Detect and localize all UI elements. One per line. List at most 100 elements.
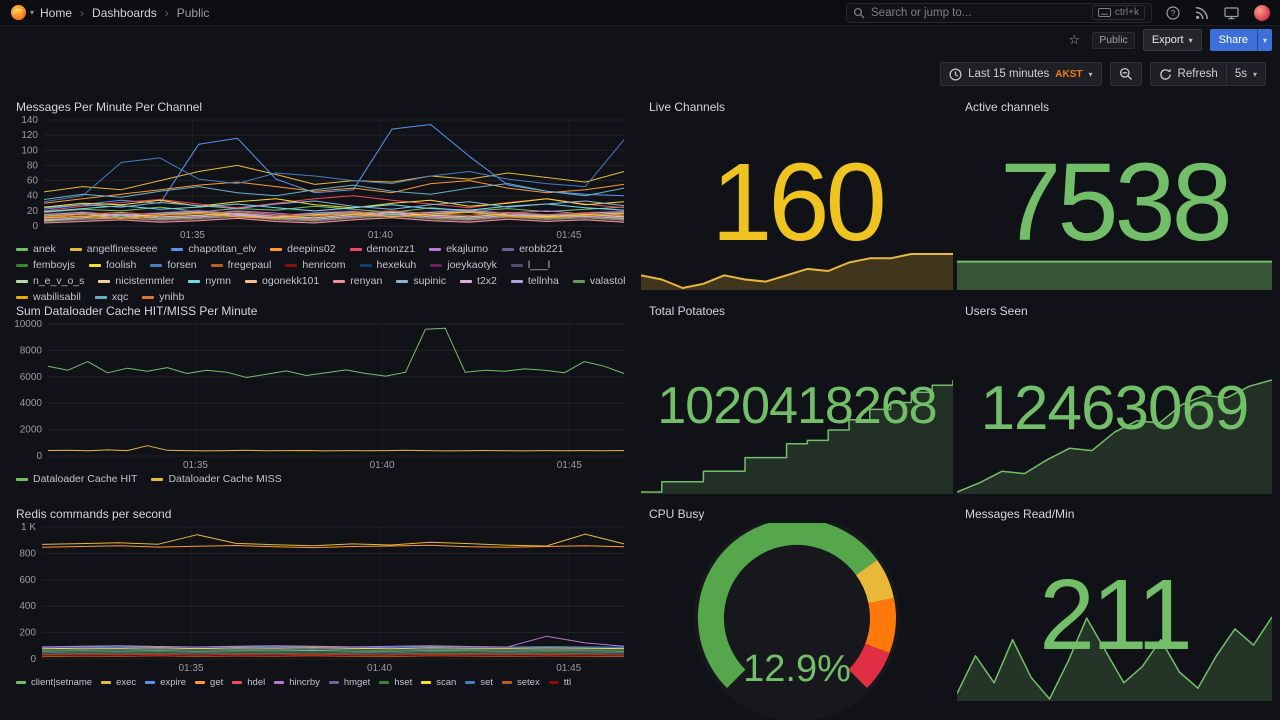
legend-item[interactable]: foolish [89, 260, 136, 271]
display-icon[interactable] [1224, 6, 1239, 20]
line-chart[interactable]: 0 20 40 60 80 100 120 140 01:35 01:40 01:45 [12, 116, 628, 240]
refresh-interval-dropdown[interactable]: 5s ▾ [1225, 62, 1266, 86]
top-navbar: ▾ Home › Dashboards › Public Search or j… [0, 0, 1280, 26]
panel-total-potatoes: Total Potatoes 1020418268 [641, 300, 953, 500]
legend-item[interactable]: get [195, 677, 223, 688]
legend-item[interactable]: femboyjs [16, 260, 75, 271]
share-button[interactable]: Share [1209, 29, 1257, 51]
svg-text:0: 0 [30, 654, 36, 665]
time-range-picker[interactable]: Last 15 minutes AKST ▾ [940, 62, 1102, 86]
legend-item[interactable]: Dataloader Cache MISS [151, 474, 282, 485]
legend-item[interactable]: xqc [94, 292, 128, 303]
legend-item[interactable]: Dataloader Cache HIT [16, 474, 137, 485]
svg-text:01:45: 01:45 [556, 230, 581, 240]
svg-text:10000: 10000 [14, 320, 42, 330]
legend-item[interactable]: nymn [188, 276, 231, 287]
sparkline [641, 380, 953, 494]
breadcrumb-home[interactable]: Home [40, 5, 73, 20]
dashboard-tag[interactable]: Public [1092, 31, 1135, 49]
line-chart[interactable]: 0 2000 4000 6000 8000 10000 01:35 01:40 01:45 [12, 320, 628, 470]
svg-text:200: 200 [19, 628, 36, 639]
line-chart[interactable]: 0 200 400 600 800 1 K 01:35 01:40 01:45 [12, 523, 628, 673]
star-icon[interactable]: ☆ [1068, 32, 1081, 47]
legend-item[interactable]: exec [101, 677, 136, 688]
breadcrumb: Home › Dashboards › Public [40, 6, 209, 20]
breadcrumb-separator: › [164, 5, 169, 20]
sparkline [641, 253, 953, 290]
help-icon[interactable]: ? [1166, 5, 1180, 20]
legend-item[interactable]: wabilisabil [16, 292, 81, 303]
panel-title[interactable]: Users Seen [965, 304, 1028, 318]
legend-item[interactable]: nicistemmler [98, 276, 174, 287]
stat-value: 160 [711, 141, 887, 264]
svg-text:01:40: 01:40 [367, 663, 392, 673]
legend-item[interactable]: ekajlumo [429, 244, 488, 255]
panel-title[interactable]: Total Potatoes [649, 304, 726, 318]
legend-item[interactable]: hdel [232, 677, 265, 688]
legend-item[interactable]: forsen [150, 260, 197, 271]
legend-item[interactable]: supinic [396, 276, 446, 287]
legend-item[interactable]: fregepaul [210, 260, 271, 271]
legend-item[interactable]: t2x2 [460, 276, 497, 287]
legend-item[interactable]: anek [16, 244, 56, 255]
nav-menu-caret-icon[interactable]: ▾ [30, 8, 35, 17]
svg-text:1 K: 1 K [21, 523, 36, 533]
legend-item[interactable]: n_e_v_o_s [16, 276, 84, 287]
legend-item[interactable]: tellnha [510, 276, 559, 287]
svg-text:140: 140 [21, 116, 38, 126]
sparkline [957, 616, 1272, 701]
svg-text:800: 800 [19, 548, 36, 559]
legend-item[interactable]: valastol [572, 276, 625, 287]
legend-item[interactable]: demonzz1 [349, 244, 415, 255]
legend-item[interactable]: hmget [328, 677, 370, 688]
svg-text:4000: 4000 [20, 398, 43, 409]
legend-item[interactable]: henricom [285, 260, 346, 271]
chart-legend: Dataloader Cache HIT Dataloader Cache MIS… [8, 470, 636, 489]
panel-title[interactable]: Messages Read/Min [965, 507, 1075, 521]
legend-item[interactable]: client|setname [16, 677, 92, 688]
legend-item[interactable]: ynihb [142, 292, 184, 303]
panel-title[interactable]: CPU Busy [649, 507, 705, 521]
legend-item[interactable]: set [465, 677, 493, 688]
legend-item[interactable]: hexekuh [359, 260, 416, 271]
share-dropdown-button[interactable]: ▾ [1256, 29, 1272, 51]
search-input[interactable]: Search or jump to... ctrl+k [846, 2, 1152, 23]
svg-text:01:35: 01:35 [180, 230, 205, 240]
legend-item[interactable]: erobb221 [502, 244, 563, 255]
clock-icon [949, 67, 962, 81]
legend-item[interactable]: hincrby [274, 677, 320, 688]
breadcrumb-dashboards[interactable]: Dashboards [92, 5, 157, 20]
panel-title[interactable]: Active channels [965, 100, 1050, 114]
grafana-logo-icon[interactable] [10, 4, 27, 21]
refresh-button[interactable]: Refresh [1149, 62, 1226, 86]
user-avatar[interactable] [1254, 4, 1270, 21]
panel-dataloader-cache: Sum Dataloader Cache HIT/MISS Per Minute… [8, 300, 636, 500]
svg-text:0: 0 [36, 451, 42, 462]
legend-item[interactable]: renyan [333, 276, 382, 287]
legend-item[interactable]: chapotitan_elv [171, 244, 256, 255]
export-button[interactable]: Export ▾ [1142, 29, 1202, 51]
legend-item[interactable]: l___l [510, 260, 550, 271]
legend-item[interactable]: joeykaotyk [430, 260, 497, 271]
sparkline [957, 379, 1272, 494]
legend-item[interactable]: deepins02 [270, 244, 336, 255]
legend-item[interactable]: scan [421, 677, 456, 688]
svg-text:20: 20 [27, 206, 39, 217]
panel-messages-per-minute: Messages Per Minute Per Channel 0 20 40 60 8… [8, 96, 636, 303]
legend-item[interactable]: expire [145, 677, 186, 688]
svg-text:2000: 2000 [20, 425, 43, 436]
panel-title[interactable]: Messages Per Minute Per Channel [16, 100, 203, 114]
panel-title[interactable]: Redis commands per second [16, 507, 172, 521]
zoom-out-button[interactable] [1109, 62, 1142, 86]
legend-item[interactable]: hset [379, 677, 412, 688]
panel-title[interactable]: Live Channels [649, 100, 726, 114]
panel-title[interactable]: Sum Dataloader Cache HIT/MISS Per Minute [16, 304, 258, 318]
news-rss-icon[interactable] [1195, 6, 1209, 20]
legend-item[interactable]: angelfinesseee [69, 244, 157, 255]
breadcrumb-separator: › [80, 5, 85, 20]
legend-item[interactable]: ogonekk101 [245, 276, 319, 287]
legend-item[interactable]: ttl [548, 677, 571, 688]
panel-users-seen: Users Seen 12463069 [957, 300, 1272, 500]
time-toolbar: Last 15 minutes AKST ▾ Refresh 5s ▾ [940, 62, 1266, 86]
legend-item[interactable]: setex [502, 677, 540, 688]
